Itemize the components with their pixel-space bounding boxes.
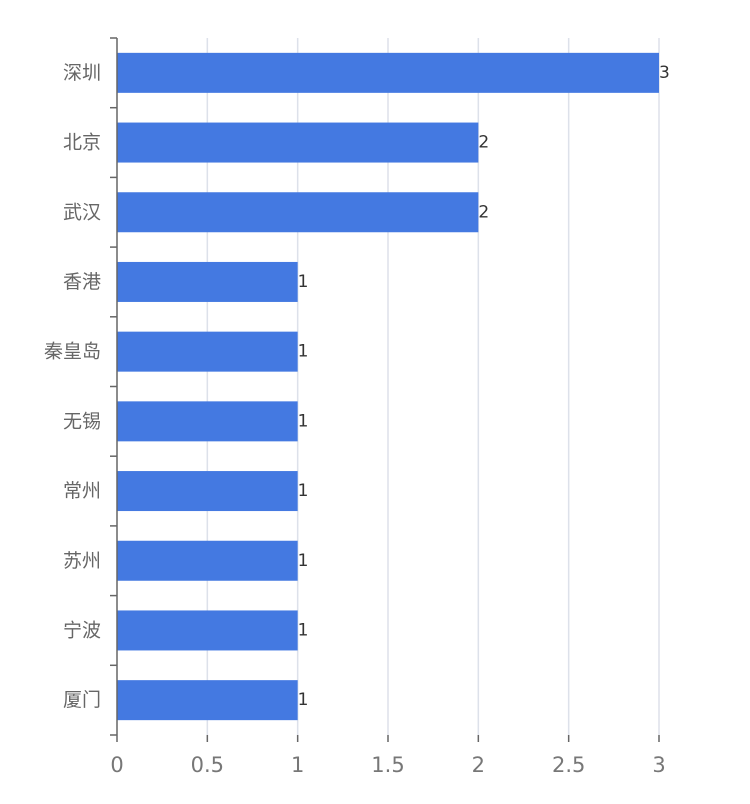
category-label-6: 常州 [63,480,101,502]
value-label-0: 3 [659,63,670,83]
value-label-9: 1 [298,690,309,710]
x-tick-label-1: 0.5 [191,753,224,777]
category-label-2: 武汉 [63,201,101,223]
bar-3[interactable] [117,261,298,302]
category-label-8: 宁波 [63,619,101,641]
category-label-3: 香港 [63,271,101,293]
value-label-5: 1 [298,411,309,431]
value-label-7: 1 [298,551,309,571]
x-tick-label-0: 0 [110,753,123,777]
bar-6[interactable] [117,471,298,512]
x-tick-label-4: 2 [472,753,485,777]
value-label-1: 2 [478,133,489,153]
value-label-8: 1 [298,620,309,640]
bar-0[interactable] [117,52,659,93]
x-tick-label-5: 2.5 [552,753,585,777]
bar-8[interactable] [117,610,298,651]
bar-7[interactable] [117,540,298,581]
x-tick-label-6: 3 [652,753,665,777]
category-label-5: 无锡 [63,410,101,432]
category-label-1: 北京 [63,132,101,154]
bars [117,52,659,721]
category-label-0: 深圳 [63,62,101,84]
value-labels: 3 2 2 1 1 1 1 1 1 1 [298,63,670,710]
value-label-3: 1 [298,272,309,292]
x-tick-label-3: 1.5 [371,753,404,777]
bar-5[interactable] [117,401,298,442]
category-label-7: 苏州 [63,550,101,572]
axes [110,37,660,742]
value-label-2: 2 [478,202,489,222]
x-tick-labels: 0 0.5 1 1.5 2 2.5 3 [110,753,665,777]
category-label-4: 秦皇岛 [44,341,101,363]
bar-9[interactable] [117,680,298,721]
bar-2[interactable] [117,192,479,233]
bar-1[interactable] [117,122,479,163]
category-label-9: 厦门 [63,689,101,711]
value-label-4: 1 [298,342,309,362]
x-tick-label-2: 1 [291,753,304,777]
bar-4[interactable] [117,331,298,372]
value-label-6: 1 [298,481,309,501]
